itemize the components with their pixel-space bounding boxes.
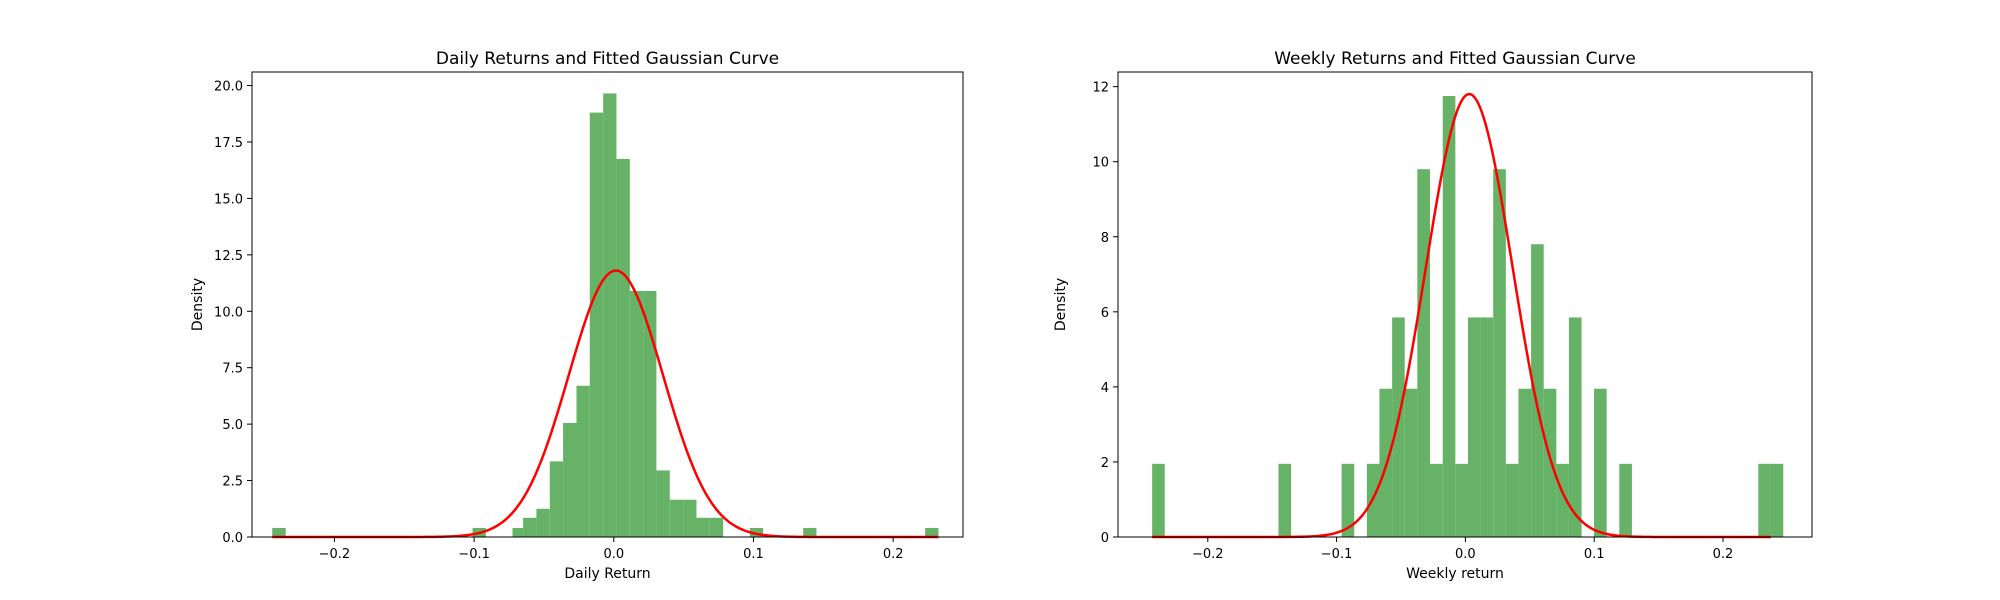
chart-title: Weekly Returns and Fitted Gaussian Curve (1274, 49, 1636, 69)
histogram-bar (1152, 463, 1165, 537)
histogram-bar (1404, 388, 1418, 537)
histogram-bar (1568, 317, 1582, 537)
histogram-bar (1467, 317, 1481, 537)
y-tick-label: 10 (1092, 156, 1109, 171)
y-tick-label: 15.0 (214, 192, 243, 207)
histogram-bar (1531, 244, 1544, 537)
histogram-bar (643, 290, 657, 537)
weekly-returns-chart: Weekly Returns and Fitted Gaussian Curve… (1053, 49, 1813, 582)
y-tick-label: 12.5 (214, 249, 243, 264)
histogram-bar (536, 508, 550, 537)
y-tick-label: 2.5 (222, 475, 243, 490)
y-tick-label: 4 (1101, 381, 1109, 396)
histogram-bar (589, 112, 604, 537)
histogram-bar (563, 423, 577, 537)
histogram-bar (1758, 463, 1771, 537)
histogram-bar (512, 527, 524, 537)
histogram-bar (523, 517, 537, 537)
histogram-bar (1429, 463, 1443, 537)
x-ticks: −0.2 −0.1 0.0 0.1 0.2 (1192, 537, 1733, 562)
histogram-bar (1341, 463, 1355, 537)
histogram-bar (696, 517, 710, 537)
y-tick-label: 8 (1101, 231, 1109, 246)
y-axis-label: Density (190, 278, 206, 331)
y-tick-label: 17.5 (214, 136, 243, 151)
histogram-bar (709, 517, 724, 537)
x-tick-label: 0.2 (883, 547, 904, 562)
y-tick-label: 20.0 (214, 80, 243, 95)
y-axis-label: Density (1053, 278, 1069, 331)
x-tick-label: 0.1 (1584, 547, 1605, 562)
y-tick-label: 2 (1101, 456, 1109, 471)
y-ticks: 0.0 2.5 5.0 7.5 10.0 12.5 15.0 17.5 20.0 (214, 80, 252, 546)
y-ticks: 0 2 4 6 8 10 12 (1092, 81, 1118, 546)
histogram-bar (1442, 96, 1456, 538)
histogram-bar (925, 527, 939, 537)
y-tick-label: 0 (1101, 531, 1109, 546)
histogram-bar (1619, 463, 1632, 537)
x-axis-label: Daily Return (564, 566, 650, 582)
histogram-bar (683, 499, 697, 537)
histogram-bar (629, 290, 644, 537)
x-ticks: −0.2 −0.1 0.0 0.1 0.2 (319, 537, 904, 562)
x-tick-label: −0.2 (319, 547, 351, 562)
x-tick-label: 0.0 (603, 547, 624, 562)
x-tick-label: 0.0 (1455, 547, 1476, 562)
histogram-bar (1770, 463, 1784, 537)
histogram-bars (272, 93, 939, 537)
chart-title: Daily Returns and Fitted Gaussian Curve (436, 49, 779, 69)
y-tick-label: 5.0 (222, 418, 243, 433)
histogram-bar (549, 461, 564, 537)
y-tick-label: 0.0 (222, 531, 243, 546)
histogram-bar (749, 527, 764, 537)
x-tick-label: 0.1 (743, 547, 764, 562)
histogram-bar (616, 158, 630, 537)
histogram-bar (1278, 463, 1292, 537)
plot-frame (1117, 71, 1813, 538)
histogram-bar (1417, 169, 1430, 537)
histogram-bar (1518, 388, 1532, 537)
y-tick-label: 12 (1092, 81, 1109, 96)
x-axis-label: Weekly return (1406, 566, 1504, 582)
histogram-bar (272, 527, 286, 537)
x-tick-label: −0.1 (1321, 547, 1353, 562)
histogram-bar (576, 385, 590, 537)
histogram-bar (669, 499, 684, 537)
plot-frame (251, 71, 964, 538)
histogram-bar (1455, 463, 1468, 537)
histogram-bar (1392, 317, 1405, 537)
y-tick-label: 10.0 (214, 305, 243, 320)
histogram-bar (803, 527, 817, 537)
histogram-bar (1505, 463, 1519, 537)
histogram-bar (1480, 317, 1494, 537)
x-tick-label: −0.1 (458, 547, 490, 562)
histogram-bar (1543, 388, 1557, 537)
y-tick-label: 7.5 (222, 362, 243, 377)
histogram-bar (603, 93, 617, 537)
y-tick-label: 6 (1101, 306, 1109, 321)
x-tick-label: −0.2 (1192, 547, 1224, 562)
daily-returns-chart: Daily Returns and Fitted Gaussian Curve … (190, 49, 964, 582)
histogram-bar (1594, 388, 1607, 537)
x-tick-label: 0.2 (1713, 547, 1734, 562)
histogram-bar (656, 470, 670, 537)
histogram-bar (1493, 169, 1506, 537)
